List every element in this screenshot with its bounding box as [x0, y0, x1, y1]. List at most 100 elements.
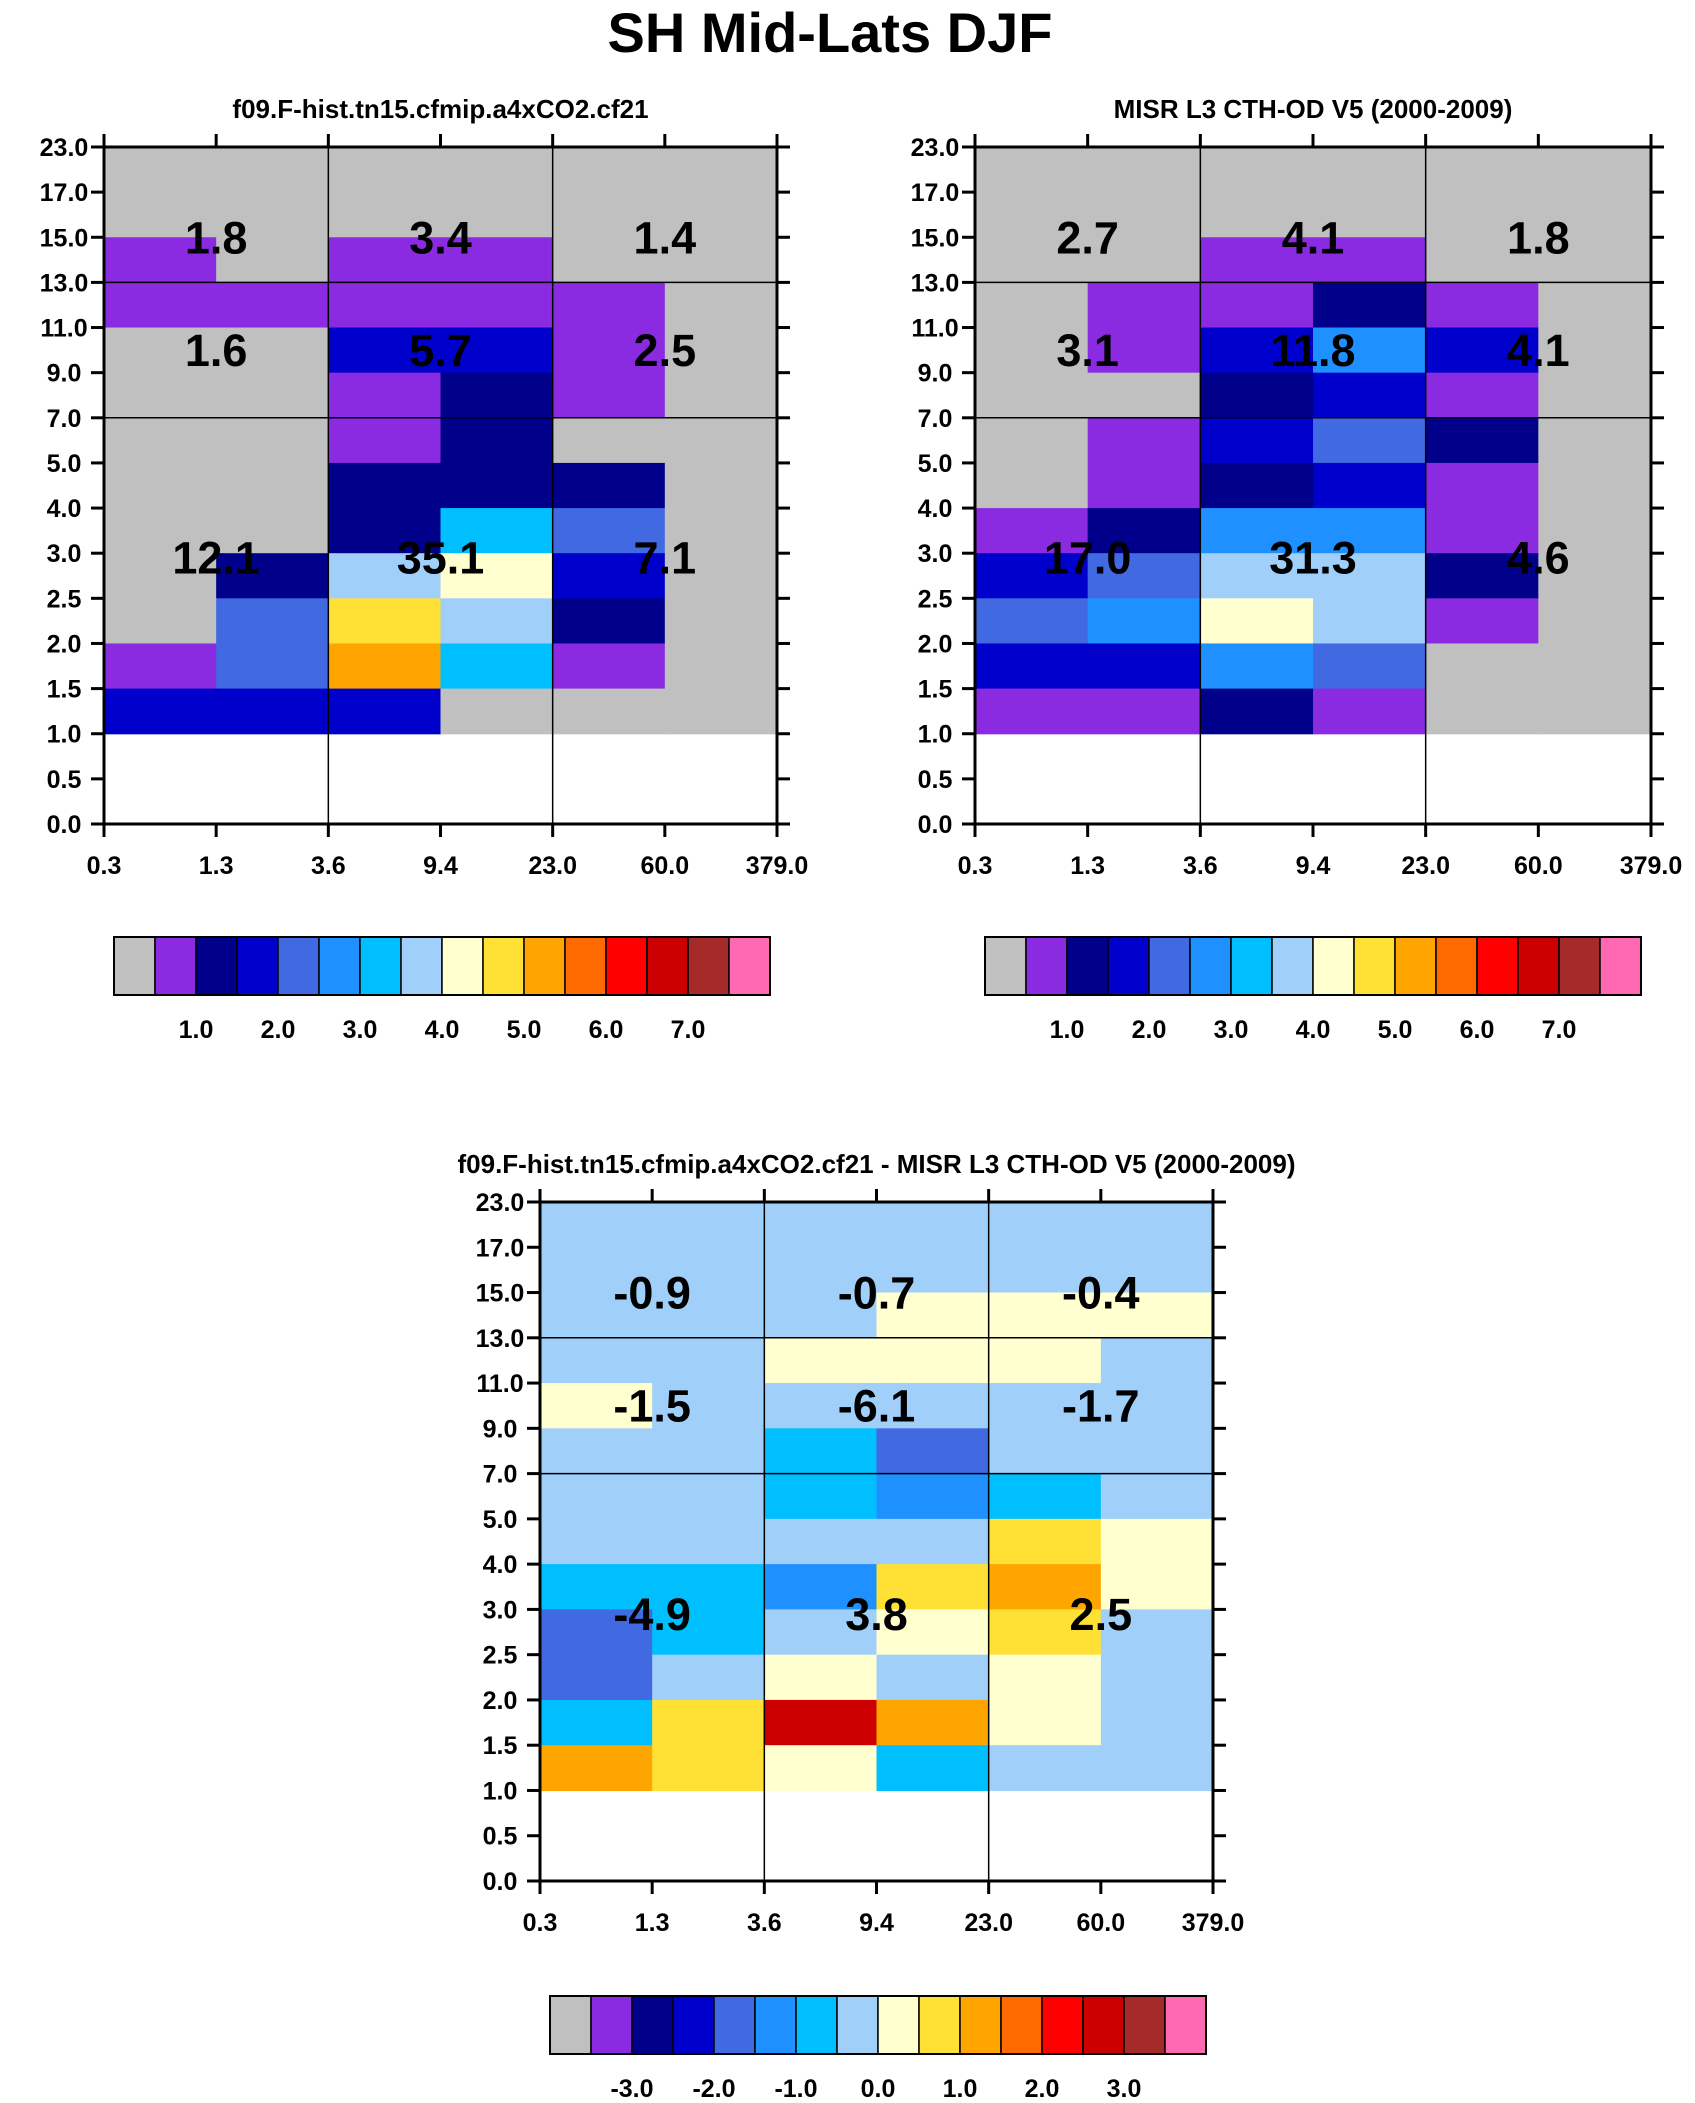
colorbar-tick-label: 1.0 — [1050, 1016, 1085, 1044]
block-value-label: -4.9 — [613, 1589, 691, 1640]
block-value-label: -1.5 — [613, 1381, 691, 1432]
colorbar-tick-label: 2.0 — [261, 1016, 296, 1044]
colorbar-swatch — [318, 936, 361, 996]
heatmap-cell — [552, 643, 666, 690]
colorbar-swatch — [836, 1995, 879, 2055]
colorbar-tick-label: 1.0 — [179, 1016, 214, 1044]
y-tick-label: 0.0 — [483, 1868, 518, 1896]
heatmap-cell — [1313, 598, 1427, 645]
y-tick-label: 7.0 — [47, 405, 82, 433]
heatmap-cell — [652, 1654, 765, 1701]
heatmap-cell — [764, 1473, 878, 1520]
heatmap-cell — [540, 1202, 653, 1248]
heatmap-cell — [1313, 553, 1427, 599]
y-tick-label: 17.0 — [476, 1234, 525, 1262]
heatmap-cell — [328, 553, 442, 599]
heatmap-cell — [764, 1292, 878, 1339]
colorbar-tick-label: 7.0 — [1542, 1016, 1577, 1044]
heatmap-cell — [1313, 237, 1427, 283]
heatmap-cell — [216, 147, 329, 193]
heatmap-cell — [104, 147, 217, 193]
heatmap-cell — [216, 372, 329, 419]
colorbar-swatch — [1041, 1995, 1084, 2055]
colorbar-swatch — [918, 1995, 961, 2055]
colorbar-swatch — [1353, 936, 1396, 996]
heatmap-cell — [1100, 1428, 1214, 1475]
colorbar-swatch — [1599, 936, 1642, 996]
heatmap-cell — [876, 1292, 990, 1339]
block-value-label: 2.7 — [1056, 212, 1119, 263]
heatmap-cell — [1100, 1383, 1214, 1429]
heatmap-cell — [104, 237, 217, 283]
heatmap-cell — [1538, 372, 1652, 419]
colorbar-swatch — [113, 936, 156, 996]
heatmap-cell — [1100, 1654, 1214, 1701]
heatmap-cell — [552, 553, 666, 599]
block-value-label: 11.8 — [1270, 325, 1355, 376]
main-title: SH Mid-Lats DJF — [608, 1, 1053, 64]
heatmap-cell — [764, 1337, 878, 1384]
heatmap-cell — [440, 643, 554, 690]
heatmap-cell — [1087, 688, 1201, 735]
y-tick-label: 3.0 — [483, 1596, 518, 1624]
heatmap-cell — [876, 1337, 990, 1384]
heatmap-cell — [764, 1247, 878, 1294]
colorbar-swatch — [754, 1995, 797, 2055]
colorbar-swatch — [523, 936, 566, 996]
colorbar-tick-label: 5.0 — [507, 1016, 542, 1044]
heatmap-cell — [440, 508, 554, 554]
heatmap-cell — [664, 147, 778, 193]
colorbar-swatch — [1000, 1995, 1043, 2055]
heatmap-cell — [440, 417, 554, 464]
x-tick-label: 3.6 — [747, 1909, 782, 1937]
y-tick-label: 2.0 — [483, 1687, 518, 1715]
heatmap-cell — [664, 237, 778, 283]
heatmap-cell — [104, 372, 217, 419]
heatmap-cell — [540, 1383, 653, 1429]
y-tick-label: 1.0 — [918, 721, 953, 749]
heatmap-cell — [1538, 147, 1652, 193]
heatmap-cell — [1425, 372, 1539, 419]
heatmap-cell — [988, 1247, 1102, 1294]
colorbar: -3.0 -2.0 -1.0 0.0 1.0 2.0 3.0 — [549, 1995, 1207, 2103]
heatmap-cell — [764, 1699, 878, 1746]
heatmap-cell — [552, 508, 666, 554]
heatmap-cell — [104, 508, 217, 554]
panel-title: MISR L3 CTH-OD V5 (2000-2009) — [1114, 94, 1513, 124]
block-value-label: 1.4 — [634, 212, 697, 263]
heatmap-cell — [216, 688, 329, 735]
heatmap-cell — [104, 417, 217, 464]
y-tick-label: 3.0 — [47, 540, 82, 568]
colorbar-swatch — [482, 936, 525, 996]
heatmap-cell — [876, 1247, 990, 1294]
heatmap-cell — [1313, 688, 1427, 735]
y-tick-label: 7.0 — [483, 1461, 518, 1489]
tick-marks — [91, 134, 790, 837]
y-tick-label: 11.0 — [40, 315, 87, 343]
heatmap-cell — [440, 462, 554, 509]
heatmap-cell — [104, 643, 217, 690]
colorbar-tick-label: -2.0 — [692, 2075, 735, 2103]
colorbar-swatch — [672, 1995, 715, 2055]
y-tick-label: 13.0 — [911, 269, 960, 297]
heatmap-cell — [652, 1473, 765, 1520]
colorbar-swatch — [728, 936, 771, 996]
colorbar: 1.0 2.0 3.0 4.0 5.0 6.0 7.0 — [113, 936, 771, 1044]
heatmap-cell — [1425, 192, 1539, 238]
colorbar-swatch — [590, 1995, 633, 2055]
colorbar-swatch — [1517, 936, 1560, 996]
heatmap-cell — [328, 237, 442, 283]
heatmap-cells — [540, 1202, 1214, 1792]
heatmap-cell — [104, 192, 217, 238]
heatmap-cell — [328, 462, 442, 509]
y-tick-label: 2.5 — [918, 585, 953, 613]
heatmap-cell — [1100, 1745, 1214, 1792]
colorbar-frame — [984, 936, 1642, 996]
heatmap-cell — [652, 1428, 765, 1475]
x-tick-label: 3.6 — [311, 852, 346, 880]
heatmap-cell — [552, 598, 666, 645]
heatmap-cell — [764, 1383, 878, 1429]
heatmap-cell — [216, 417, 329, 464]
heatmap-cell — [540, 1518, 653, 1565]
heatmap-cell — [1538, 282, 1652, 329]
